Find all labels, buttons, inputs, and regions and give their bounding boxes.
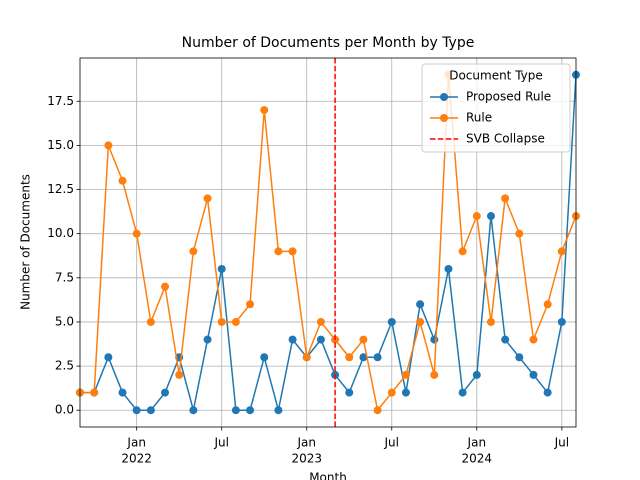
y-tick-label: 7.5	[55, 270, 74, 284]
data-point	[217, 317, 226, 326]
legend-label: SVB Collapse	[466, 132, 545, 146]
data-point	[416, 317, 425, 326]
data-point	[458, 388, 467, 397]
data-point	[132, 229, 141, 238]
data-point	[132, 406, 141, 415]
chart-title: Number of Documents per Month by Type	[182, 35, 475, 51]
y-tick-label: 0.0	[55, 403, 74, 417]
data-point	[161, 282, 170, 291]
data-point	[458, 247, 467, 256]
data-point	[146, 317, 155, 326]
x-tick-year: 2022	[121, 452, 152, 466]
data-point	[557, 317, 566, 326]
data-point	[557, 247, 566, 256]
data-point	[401, 370, 410, 379]
data-point	[118, 388, 127, 397]
data-point	[288, 335, 297, 344]
data-point	[387, 388, 396, 397]
x-tick-year: 2024	[462, 452, 493, 466]
data-point	[359, 335, 368, 344]
data-point	[430, 335, 439, 344]
data-point	[373, 353, 382, 362]
x-tick-label: Jul	[384, 436, 399, 450]
data-point	[203, 194, 212, 203]
data-point	[359, 353, 368, 362]
y-tick-label: 2.5	[55, 359, 74, 373]
y-tick-label: 5.0	[55, 314, 74, 328]
data-point	[515, 353, 524, 362]
data-point	[472, 370, 481, 379]
data-point	[90, 388, 99, 397]
data-point	[246, 300, 255, 309]
y-tick-label: 10.0	[47, 226, 74, 240]
legend-label: Proposed Rule	[466, 90, 551, 104]
data-point	[387, 317, 396, 326]
data-point	[189, 406, 198, 415]
data-point	[104, 353, 113, 362]
data-point	[316, 317, 325, 326]
data-point	[316, 335, 325, 344]
data-point	[189, 247, 198, 256]
data-point	[260, 106, 269, 115]
data-point	[416, 300, 425, 309]
data-point	[472, 212, 481, 221]
data-point	[118, 176, 127, 185]
data-point	[501, 194, 510, 203]
data-point	[274, 247, 283, 256]
data-point	[260, 353, 269, 362]
data-point	[345, 388, 354, 397]
data-point	[274, 406, 283, 415]
data-point	[146, 406, 155, 415]
legend-title: Document Type	[449, 69, 543, 83]
y-tick-label: 12.5	[47, 182, 74, 196]
legend-marker	[440, 93, 448, 101]
data-point	[203, 335, 212, 344]
data-point	[401, 388, 410, 397]
series-line	[80, 74, 577, 412]
data-point	[373, 406, 382, 415]
data-point	[444, 264, 453, 273]
data-point	[175, 370, 184, 379]
data-point	[486, 212, 495, 221]
data-point	[543, 300, 552, 309]
data-point	[302, 353, 311, 362]
x-tick-label: Jan	[467, 436, 487, 450]
data-point	[217, 264, 226, 273]
y-axis-label: Number of Documents	[19, 174, 33, 310]
x-tick-label: Jan	[296, 436, 316, 450]
x-axis-label: Month	[309, 471, 347, 480]
y-tick-label: 15.0	[47, 138, 74, 152]
data-point	[161, 388, 170, 397]
data-point	[231, 317, 240, 326]
x-tick-year: 2023	[291, 452, 322, 466]
data-point	[515, 229, 524, 238]
data-point	[288, 247, 297, 256]
legend-label: Rule	[466, 111, 492, 125]
data-point	[231, 406, 240, 415]
data-point	[543, 388, 552, 397]
data-point	[529, 335, 538, 344]
x-tick-label: Jul	[554, 436, 569, 450]
x-tick-label: Jan	[126, 436, 146, 450]
legend-box	[421, 63, 571, 153]
data-point	[246, 406, 255, 415]
data-point	[104, 141, 113, 150]
data-point	[486, 317, 495, 326]
plot-frame	[79, 57, 577, 428]
data-point	[430, 370, 439, 379]
legend-marker	[440, 114, 448, 122]
data-point	[345, 353, 354, 362]
data-point	[529, 370, 538, 379]
data-point	[501, 335, 510, 344]
y-tick-label: 17.5	[47, 94, 74, 108]
x-tick-label: Jul	[213, 436, 228, 450]
